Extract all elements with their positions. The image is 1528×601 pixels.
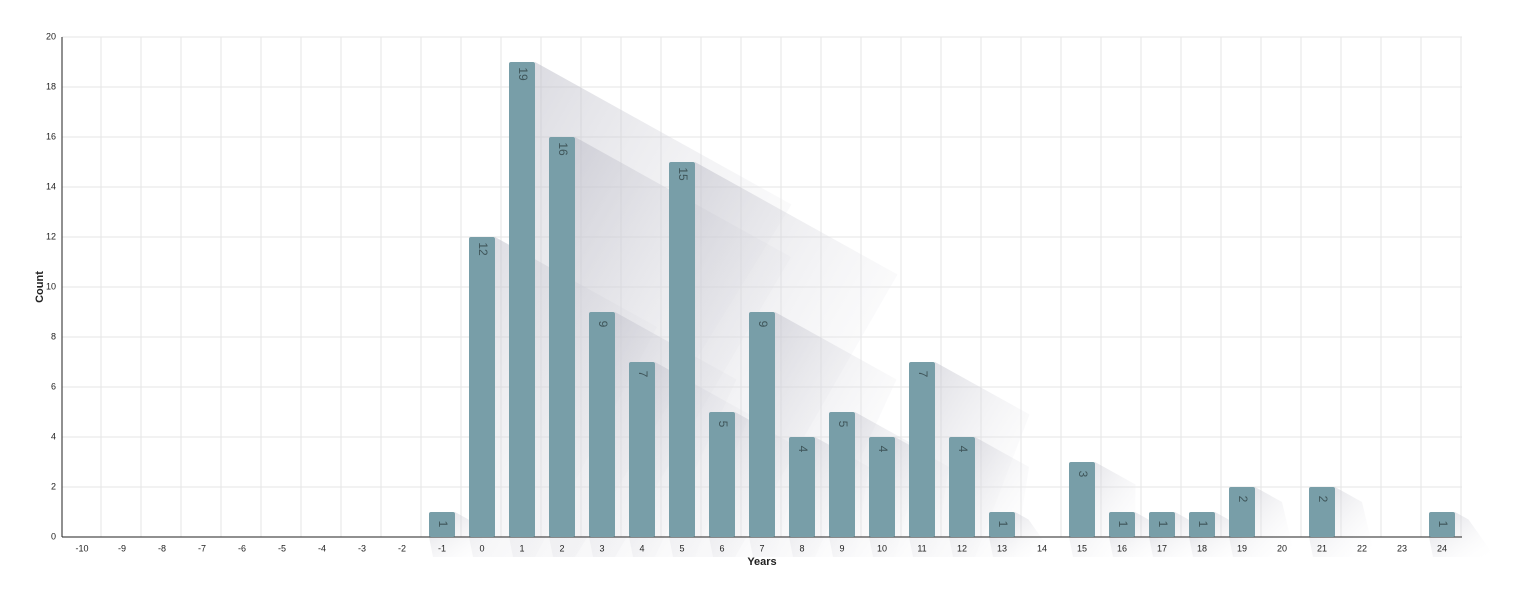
bar bbox=[429, 512, 455, 537]
x-tick-label: 4 bbox=[639, 543, 644, 553]
y-tick-label: 20 bbox=[46, 31, 56, 41]
bar-shadow bbox=[749, 312, 897, 557]
x-tick-label: -5 bbox=[278, 543, 286, 553]
y-tick-label: 10 bbox=[46, 281, 56, 291]
data-label: 1 bbox=[436, 521, 450, 528]
data-label: 4 bbox=[876, 446, 890, 453]
data-label: 5 bbox=[716, 421, 730, 428]
x-tick-label: -7 bbox=[198, 543, 206, 553]
x-tick-label: 20 bbox=[1277, 543, 1287, 553]
data-label: 7 bbox=[636, 371, 650, 378]
x-tick-label: 17 bbox=[1157, 543, 1167, 553]
bar bbox=[1189, 512, 1215, 537]
bar-shadow bbox=[1309, 487, 1375, 557]
bar bbox=[1309, 487, 1335, 537]
bar-shadow bbox=[1229, 487, 1295, 557]
bar bbox=[1069, 462, 1095, 537]
data-label: 9 bbox=[756, 321, 770, 328]
x-tick-label: 9 bbox=[839, 543, 844, 553]
data-label: 3 bbox=[1076, 471, 1090, 478]
data-label: 1 bbox=[1156, 521, 1170, 528]
x-tick-label: 2 bbox=[559, 543, 564, 553]
x-tick-label: 0 bbox=[479, 543, 484, 553]
x-tick-label: 23 bbox=[1397, 543, 1407, 553]
data-label: 15 bbox=[676, 167, 690, 181]
data-label: 1 bbox=[996, 521, 1010, 528]
x-tick-label: -1 bbox=[438, 543, 446, 553]
data-label: 1 bbox=[1196, 521, 1210, 528]
x-tick-label: 7 bbox=[759, 543, 764, 553]
x-tick-label: 3 bbox=[599, 543, 604, 553]
data-label: 1 bbox=[1116, 521, 1130, 528]
bar bbox=[1229, 487, 1255, 537]
x-tick-label: 5 bbox=[679, 543, 684, 553]
x-tick-label: 6 bbox=[719, 543, 724, 553]
bar bbox=[629, 362, 655, 537]
bar bbox=[709, 412, 735, 537]
x-tick-label: -4 bbox=[318, 543, 326, 553]
bar bbox=[749, 312, 775, 537]
y-tick-label: 8 bbox=[51, 331, 56, 341]
x-tick-label: 21 bbox=[1317, 543, 1327, 553]
bar bbox=[1109, 512, 1135, 537]
bar bbox=[549, 137, 575, 537]
data-label: 4 bbox=[796, 446, 810, 453]
bar bbox=[1149, 512, 1175, 537]
x-tick-label: 8 bbox=[799, 543, 804, 553]
x-tick-label: 22 bbox=[1357, 543, 1367, 553]
data-label: 9 bbox=[596, 321, 610, 328]
bar bbox=[789, 437, 815, 537]
x-tick-label: 24 bbox=[1437, 543, 1447, 553]
bar bbox=[669, 162, 695, 537]
bar bbox=[989, 512, 1015, 537]
x-axis-title: Years bbox=[747, 556, 776, 568]
x-tick-label: -8 bbox=[158, 543, 166, 553]
x-tick-label: 18 bbox=[1197, 543, 1207, 553]
bar bbox=[829, 412, 855, 537]
data-label: 16 bbox=[556, 142, 570, 156]
y-tick-label: 14 bbox=[46, 181, 56, 191]
x-tick-label: 1 bbox=[519, 543, 524, 553]
x-tick-label: 10 bbox=[877, 543, 887, 553]
y-tick-label: 18 bbox=[46, 81, 56, 91]
data-label: 5 bbox=[836, 421, 850, 428]
x-tick-label: 11 bbox=[917, 543, 926, 553]
data-label: 1 bbox=[1436, 521, 1450, 528]
data-label: 12 bbox=[476, 242, 490, 256]
x-tick-label: -6 bbox=[238, 543, 246, 553]
data-label: 2 bbox=[1236, 496, 1250, 503]
x-tick-label: 14 bbox=[1037, 543, 1047, 553]
x-tick-label: -3 bbox=[358, 543, 366, 553]
data-label: 2 bbox=[1316, 496, 1330, 503]
x-tick-label: 12 bbox=[957, 543, 967, 553]
y-tick-label: 12 bbox=[46, 231, 56, 241]
data-label: 19 bbox=[516, 67, 530, 81]
bar bbox=[509, 62, 535, 537]
bar bbox=[469, 237, 495, 537]
bar bbox=[949, 437, 975, 537]
y-tick-label: 4 bbox=[51, 431, 56, 441]
y-tick-label: 0 bbox=[51, 531, 56, 541]
bar bbox=[1429, 512, 1455, 537]
y-axis-title: Count bbox=[34, 271, 46, 303]
x-tick-label: -2 bbox=[398, 543, 406, 553]
data-label: 7 bbox=[916, 371, 930, 378]
bar bbox=[589, 312, 615, 537]
y-tick-label: 6 bbox=[51, 381, 56, 391]
x-tick-label: 16 bbox=[1117, 543, 1127, 553]
bar bbox=[909, 362, 935, 537]
x-tick-label: -9 bbox=[118, 543, 126, 553]
x-tick-label: 15 bbox=[1077, 543, 1087, 553]
y-tick-label: 16 bbox=[46, 131, 56, 141]
x-tick-label: 19 bbox=[1237, 543, 1247, 553]
data-label: 4 bbox=[956, 446, 970, 453]
y-tick-label: 2 bbox=[51, 481, 56, 491]
x-tick-label: 13 bbox=[997, 543, 1007, 553]
bar bbox=[869, 437, 895, 537]
x-tick-label: -10 bbox=[75, 543, 88, 553]
